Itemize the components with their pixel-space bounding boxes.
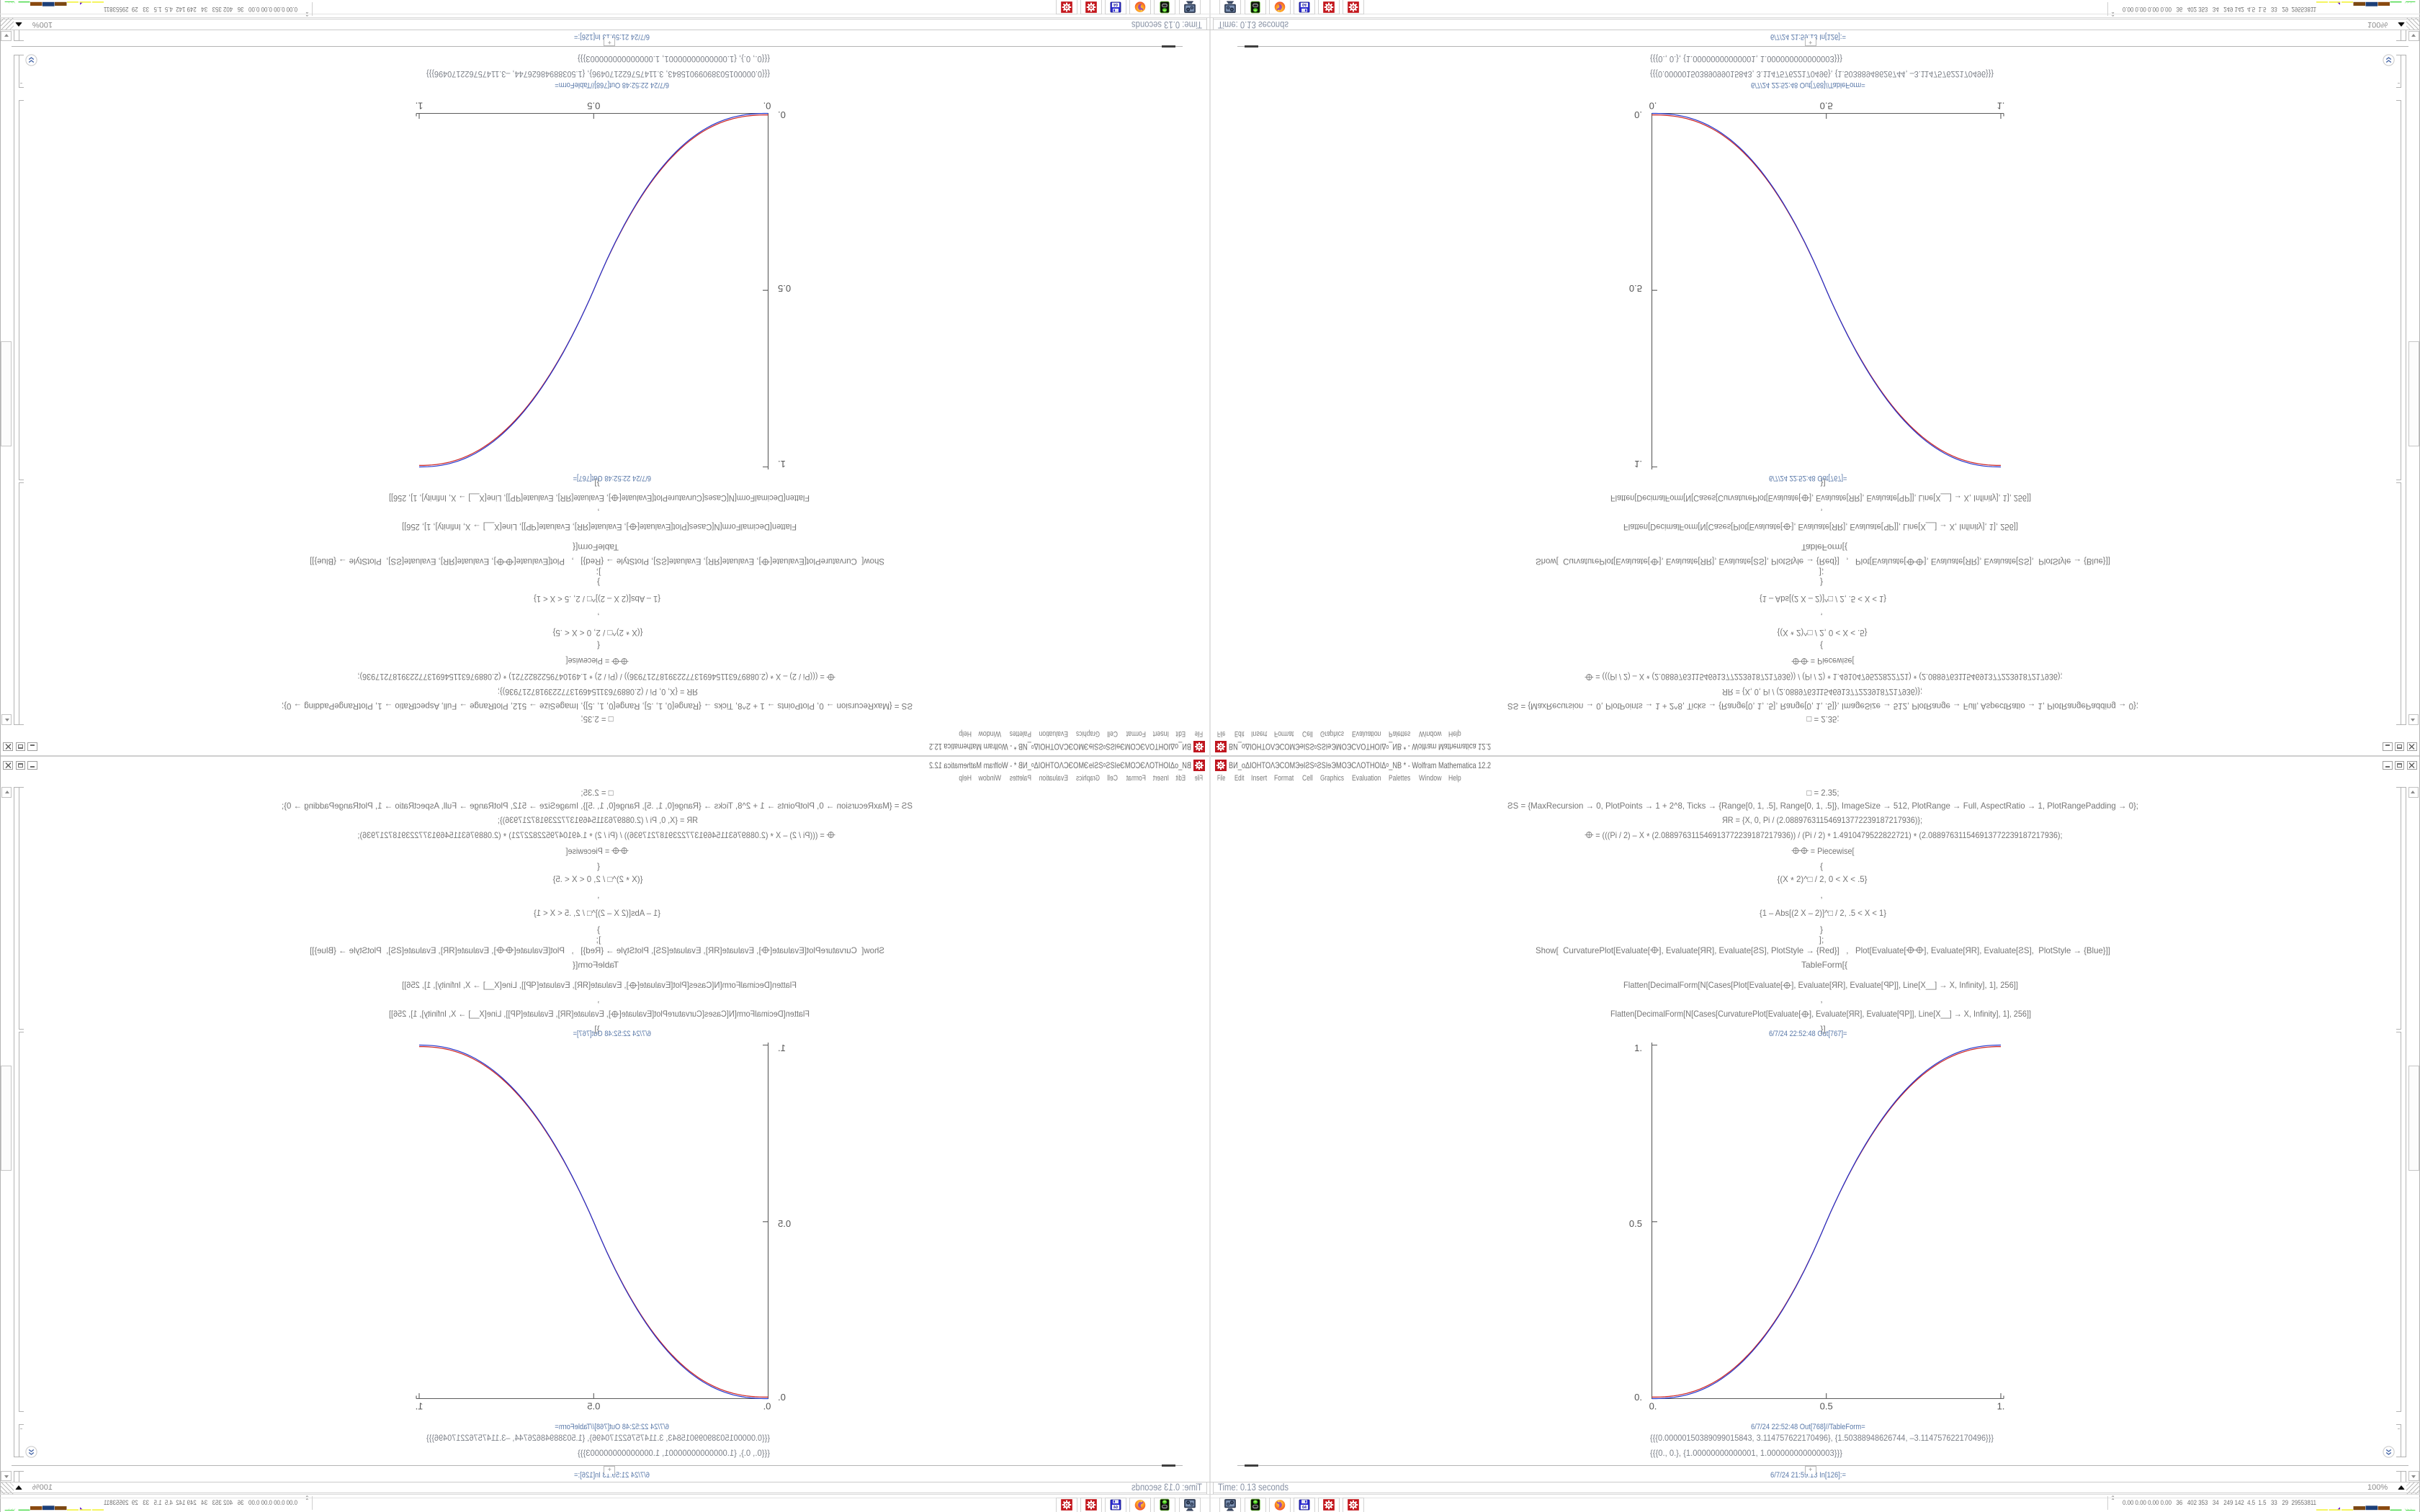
svg-text:0.5: 0.5: [1629, 283, 1642, 294]
svg-text:0.5: 0.5: [587, 101, 600, 112]
svg-text:0.: 0.: [1649, 1401, 1657, 1412]
svg-text:1.: 1.: [778, 1043, 786, 1053]
svg-text:0.: 0.: [763, 1401, 771, 1412]
svg-text:0.5: 0.5: [1820, 1401, 1833, 1412]
svg-text:0.5: 0.5: [587, 1401, 600, 1412]
svg-text:0.: 0.: [1649, 101, 1657, 112]
svg-text:0.5: 0.5: [1629, 1218, 1642, 1229]
svg-text:1.: 1.: [1997, 1401, 2005, 1412]
svg-text:1.: 1.: [778, 459, 786, 469]
svg-text:1.: 1.: [1634, 1043, 1642, 1053]
svg-text:0.: 0.: [763, 101, 771, 112]
svg-text:0.5: 0.5: [1820, 101, 1833, 112]
svg-text:1.: 1.: [416, 101, 424, 112]
svg-text:0.: 0.: [778, 1392, 786, 1403]
svg-text:0.: 0.: [1634, 109, 1642, 120]
svg-text:64: 64: [1302, 1506, 1307, 1510]
svg-text:64: 64: [1113, 2, 1118, 6]
svg-text:0.: 0.: [778, 109, 786, 120]
svg-text:0.5: 0.5: [778, 1218, 791, 1229]
svg-text:64: 64: [1302, 2, 1307, 6]
svg-text:0.: 0.: [1634, 1392, 1642, 1403]
svg-text:1.: 1.: [1634, 459, 1642, 469]
svg-text:64: 64: [1113, 1506, 1118, 1510]
svg-text:1.: 1.: [1997, 101, 2005, 112]
svg-text:0.5: 0.5: [778, 283, 791, 294]
svg-text:1.: 1.: [416, 1401, 424, 1412]
